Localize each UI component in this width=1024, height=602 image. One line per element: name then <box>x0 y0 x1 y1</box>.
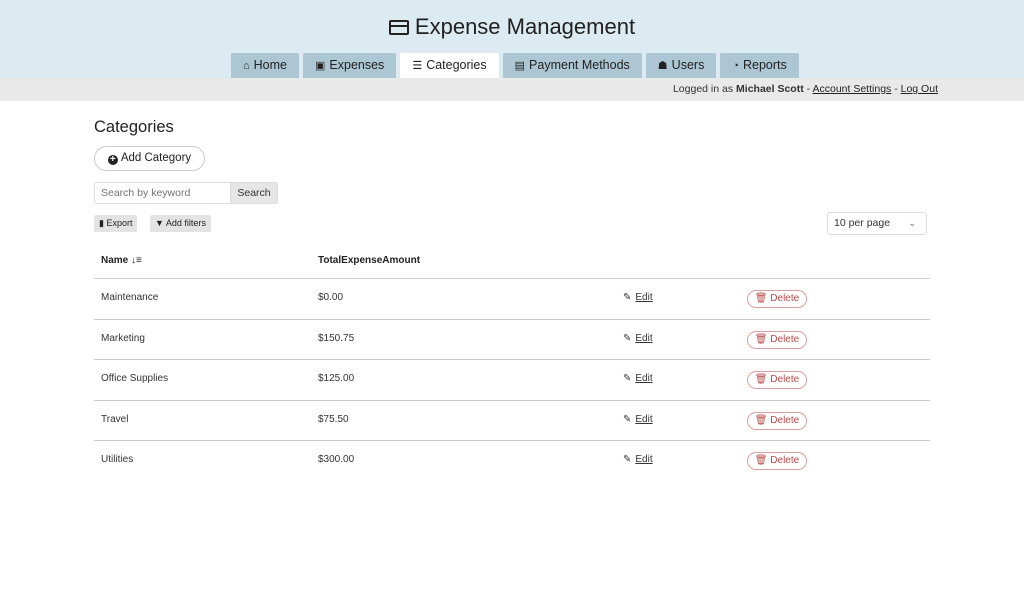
table-row: Office Supplies $125.00 ✎ Edit 🗑︎ Delete <box>94 359 930 399</box>
table-row: Utilities $300.00 ✎ Edit 🗑︎ Delete <box>94 440 930 480</box>
users-icon: ☗ <box>657 60 668 72</box>
delete-button[interactable]: 🗑︎ Delete <box>747 371 807 389</box>
plus-circle-icon: + <box>107 155 118 165</box>
tab-payment-methods[interactable]: ▤ Payment Methods <box>502 53 642 78</box>
edit-icon: ✎ <box>623 292 632 303</box>
credit-card-icon <box>388 20 409 35</box>
edit-link[interactable]: ✎ Edit <box>623 292 653 303</box>
page-title: Categories <box>94 118 174 136</box>
logout-link[interactable]: Log Out <box>900 83 938 95</box>
total-amount: $125.00 <box>318 373 355 384</box>
trash-icon: 🗑︎ <box>754 333 771 345</box>
add-category-button[interactable]: + Add Category <box>94 146 205 171</box>
search-input[interactable] <box>94 182 230 204</box>
column-header-total[interactable]: TotalExpenseAmount <box>318 255 421 266</box>
tab-reports[interactable]: ◔ Reports <box>720 53 799 78</box>
edit-icon: ✎ <box>623 413 632 425</box>
account-settings-link[interactable]: Account Settings <box>812 83 892 95</box>
total-amount: $75.50 <box>318 413 349 425</box>
table-row: Travel $75.50 ✎ Edit 🗑︎ Delete <box>94 399 930 440</box>
money-icon: ▣ <box>315 60 326 72</box>
delete-button[interactable]: 🗑︎ Delete <box>747 452 807 470</box>
category-name: Travel <box>101 413 129 425</box>
app-title: Expense Management <box>0 14 1024 40</box>
category-name: Utilities <box>101 454 134 465</box>
file-icon: ▮ <box>99 218 107 228</box>
export-button[interactable]: ▮ Export <box>94 215 138 232</box>
edit-icon: ✎ <box>623 373 632 384</box>
edit-icon: ✎ <box>623 454 632 465</box>
per-page-select[interactable]: 10 per page ⌄ <box>827 212 927 235</box>
edit-link[interactable]: ✎ Edit <box>623 373 653 384</box>
trash-icon: 🗑︎ <box>754 414 771 426</box>
edit-link[interactable]: ✎ Edit <box>623 413 653 425</box>
user-bar: Logged in as Michael Scott - Account Set… <box>0 78 1024 101</box>
total-amount: $150.75 <box>318 332 355 344</box>
username: Michael Scott <box>736 83 804 95</box>
delete-button[interactable]: 🗑︎ Delete <box>747 411 807 430</box>
trash-icon: 🗑︎ <box>754 293 771 304</box>
edit-icon: ✎ <box>623 332 632 344</box>
category-name: Maintenance <box>101 292 159 303</box>
tab-expenses[interactable]: ▣ Expenses <box>303 53 397 78</box>
total-amount: $0.00 <box>318 292 344 303</box>
table-row: Marketing $150.75 ✎ Edit 🗑︎ Delete <box>94 318 930 359</box>
sort-icon: ↓≡ <box>131 255 142 266</box>
list-icon: ☰ <box>412 60 423 72</box>
trash-icon: 🗑︎ <box>754 374 771 385</box>
category-name: Office Supplies <box>101 373 169 384</box>
search-button[interactable]: Search <box>230 182 278 204</box>
total-amount: $300.00 <box>318 454 355 465</box>
home-icon: ⌂ <box>243 60 250 72</box>
delete-button[interactable]: 🗑︎ Delete <box>747 290 807 308</box>
tab-categories[interactable]: ☰ Categories <box>400 53 499 78</box>
column-header-name[interactable]: Name ↓≡ <box>101 255 142 266</box>
chevron-down-icon: ⌄ <box>908 218 916 228</box>
trash-icon: 🗑︎ <box>754 455 771 466</box>
category-name: Marketing <box>101 332 145 344</box>
nav-tabs: ⌂ Home ▣ Expenses ☰ Categories ▤ Payment Met… <box>231 53 799 78</box>
credit-card-icon: ▤ <box>514 60 526 72</box>
table-row: Maintenance $0.00 ✎ Edit 🗑︎ Delete <box>94 278 930 318</box>
edit-link[interactable]: ✎ Edit <box>623 454 653 465</box>
pie-chart-icon: ◔ <box>732 60 739 72</box>
header: Expense Management ⌂ Home ▣ Expenses ☰ Cate… <box>0 0 1024 78</box>
delete-button[interactable]: 🗑︎ Delete <box>747 330 807 349</box>
filter-icon: ▼ <box>155 218 166 228</box>
tab-users[interactable]: ☗ Users <box>645 53 717 78</box>
tab-home[interactable]: ⌂ Home <box>231 53 299 78</box>
edit-link[interactable]: ✎ Edit <box>623 332 653 344</box>
add-filters-button[interactable]: ▼ Add filters <box>150 215 211 232</box>
